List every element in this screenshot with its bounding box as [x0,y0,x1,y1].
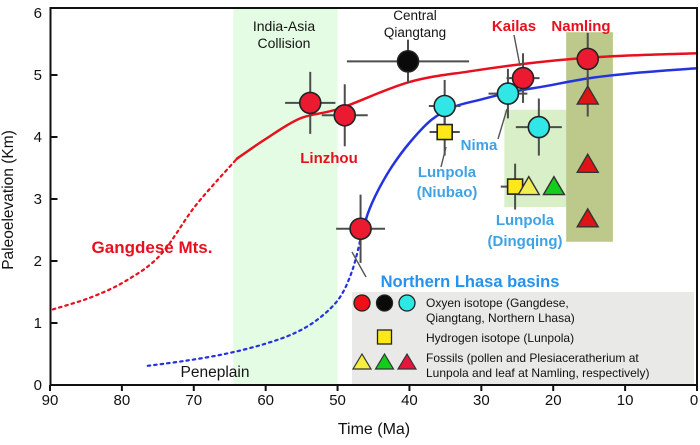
point-lhasa-cyan-a [433,94,456,118]
legend-swatch-legend-oxygen-3 [398,294,416,312]
label-kailas-label: Kailas [492,18,536,35]
y-tick-label-4: 4 [34,129,42,146]
leader-line-3 [440,146,447,168]
legend-swatch-legend-fossils-3 [396,352,418,370]
y-tick-label-0: 0 [34,377,42,394]
x-tick-label-80: 80 [114,392,131,409]
point-namling-circle [576,47,600,71]
leader-line-4 [351,251,367,278]
x-tick-label-20: 20 [545,392,562,409]
point-namling-tri-3 [576,207,600,228]
point-niubao-square [436,123,453,141]
x-tick-label-10: 10 [617,392,634,409]
label-lunpola-niubao-label-line2: (Niubao) [417,184,478,201]
x-tick-label-90: 90 [42,392,59,409]
legend-swatch-legend-hydrogen-1 [376,329,393,345]
legend-swatch-legend-fossils-1 [351,352,373,370]
label-linzhou-label: Linzhou [300,150,357,167]
point-central-qiangtang [396,50,420,73]
point-linzhou-b [333,104,357,127]
x-tick-label-30: 30 [473,392,490,409]
leader-line-2 [497,108,508,140]
label-india-asia-label-line2: Collision [258,35,311,51]
legend-swatch-legend-oxygen-1 [353,294,371,312]
legend-text-legend-fossils-line1: Fossils (pollen and Plesiaceratherium at [426,351,639,365]
y-tick-label-6: 6 [34,5,42,22]
label-northern-lhasa-label: Northern Lhasa basins [381,273,560,291]
y-tick-label-1: 1 [34,315,42,332]
leader-line-1 [513,34,521,67]
point-dingqing-gtri [542,175,566,196]
curve-gangdese-curve-dotted [51,157,238,311]
legend-text-legend-oxygen-line1: Oxyen isotope (Gangdese, [426,296,569,310]
label-central-qiangtang-label-line2: Qiangtang [384,25,446,40]
y-tick-label-3: 3 [34,191,42,208]
label-gangdese-label: Gangdese Mts. [92,238,213,257]
x-axis-title: Time (Ma) [338,421,410,438]
label-nima-label: Nima [461,137,498,154]
point-namling-tri-2 [576,152,600,173]
label-lunpola-niubao-label-line1: Lunpola [418,164,477,181]
point-nima [496,82,520,105]
y-tick-label-5: 5 [34,67,42,84]
legend-swatch-legend-fossils-2 [374,352,395,370]
x-tick-label-50: 50 [329,392,346,409]
y-tick-label-2: 2 [34,253,42,270]
point-linzhou-a [298,91,322,115]
label-india-asia-label-line1: India-Asia [253,18,315,34]
label-central-qiangtang-label-line1: Central [393,8,437,23]
curve-northern-lhasa-curve-dotted [146,241,361,367]
legend-text-legend-oxygen-line2: Qiangtang, Northern Lhasa) [426,311,575,325]
y-axis-title: Paleoelevation (Km) [0,130,17,270]
x-tick-label-0: 0 [690,392,698,409]
point-namling-tri-1 [576,84,600,105]
label-lunpola-dingqing-label-line1: Lunpola [496,212,555,229]
x-tick-label-40: 40 [401,392,418,409]
label-peneplain-label: Peneplain [181,364,250,381]
legend-swatch-legend-oxygen-2 [375,294,394,312]
point-lhasa-cyan-c [527,115,551,139]
x-tick-label-60: 60 [257,392,274,409]
x-tick-label-70: 70 [185,392,202,409]
plot-frame [49,7,698,386]
legend-text-legend-fossils-line2: Lunpola and leaf at Namling, respectivel… [426,366,649,380]
label-namling-label: Namling [551,18,610,35]
legend-text-legend-hydrogen-line1: Hydrogen isotope (Lunpola) [426,331,574,345]
curve-gangdese-curve-solid [235,52,699,160]
band-india-asia-collision [233,8,338,385]
point-dingqing-ytri [517,175,541,196]
label-lunpola-dingqing-label-line2: (Dingqing) [488,233,563,250]
point-kailas [511,66,535,90]
point-lhasa-low [349,217,372,241]
